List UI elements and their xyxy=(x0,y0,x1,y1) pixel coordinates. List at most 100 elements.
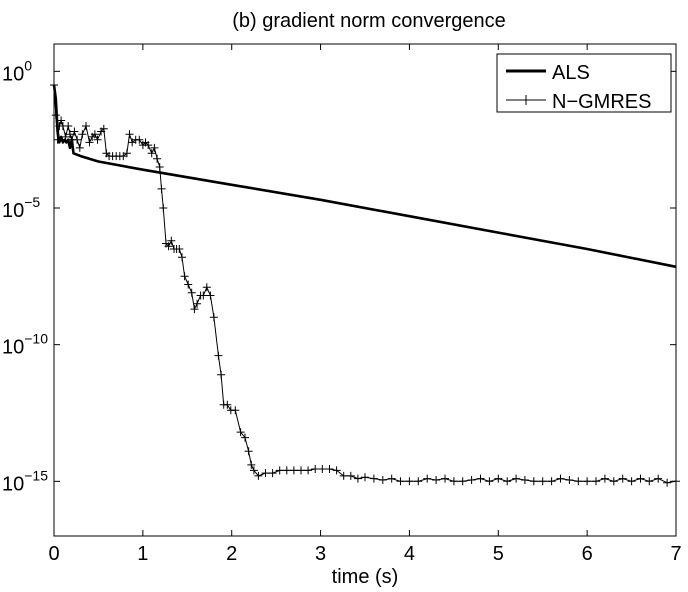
ngmres-plus-marker xyxy=(199,291,208,300)
ngmres-plus-marker xyxy=(254,471,263,480)
ngmres-plus-marker xyxy=(159,204,168,212)
ngmres-plus-marker xyxy=(663,478,672,487)
ngmres-plus-marker xyxy=(66,130,74,139)
ngmres-plus-marker xyxy=(538,477,547,486)
x-tick-label: 4 xyxy=(404,543,415,565)
ngmres-plus-marker xyxy=(50,81,58,89)
x-axis-ticks: 0 1 2 3 4 5 6 7 xyxy=(48,44,682,565)
legend-label-als: ALS xyxy=(552,62,590,84)
ngmres-plus-marker xyxy=(361,473,369,482)
ngmres-plus-marker xyxy=(125,130,134,139)
ngmres-plus-marker xyxy=(64,122,73,130)
ngmres-plus-marker xyxy=(206,291,215,300)
ngmres-plus-marker xyxy=(441,474,449,483)
ngmres-plus-marker xyxy=(261,469,270,478)
ngmres-plus-marker xyxy=(353,474,362,483)
ngmres-plus-marker xyxy=(217,370,226,379)
ngmres-plus-marker xyxy=(178,253,186,262)
ngmres-plus-marker xyxy=(282,466,291,475)
ngmres-plus-marker xyxy=(231,406,240,415)
ngmres-plus-marker xyxy=(190,305,199,314)
ngmres-plus-marker xyxy=(144,141,153,150)
x-tick-label: 6 xyxy=(582,543,593,565)
ngmres-plus-marker xyxy=(636,474,645,483)
plot-area xyxy=(53,43,677,537)
ngmres-plus-marker xyxy=(268,469,277,478)
ngmres-plus-marker xyxy=(332,466,341,475)
ngmres-plus-marker xyxy=(51,111,60,120)
ngmres-plus-marker xyxy=(627,477,636,486)
ngmres-plus-marker xyxy=(247,460,256,469)
x-tick-label: 1 xyxy=(137,543,148,565)
ngmres-plus-marker xyxy=(297,466,305,475)
ngmres-plus-marker xyxy=(476,474,485,483)
ngmres-plus-marker xyxy=(574,477,583,486)
ngmres-plus-marker xyxy=(193,299,202,308)
ngmres-plus-marker xyxy=(82,122,90,130)
ngmres-plus-marker xyxy=(147,149,156,158)
ngmres-plus-marker xyxy=(520,476,529,484)
y-axis-ticks: 100 10−5 10−10 10−15 xyxy=(2,57,676,495)
ngmres-plus-marker xyxy=(187,288,196,297)
ngmres-plus-marker xyxy=(90,130,99,139)
ngmres-plus-marker xyxy=(236,428,245,437)
ngmres-plus-marker xyxy=(485,477,494,486)
chart-title: (b) gradient norm convergence xyxy=(232,10,505,32)
ngmres-plus-marker xyxy=(180,272,189,281)
ngmres-plus-marker xyxy=(214,351,223,360)
ngmres-plus-marker xyxy=(467,476,476,484)
y-tick-label: 10−10 xyxy=(2,331,48,359)
ngmres-plus-marker xyxy=(672,477,680,486)
ngmres-plus-marker xyxy=(432,476,441,484)
ngmres-plus-marker xyxy=(565,476,574,484)
ngmres-plus-marker xyxy=(387,474,396,483)
ngmres-plus-marker xyxy=(78,130,87,139)
ngmres-plus-marker xyxy=(512,474,521,483)
ngmres-plus-marker xyxy=(150,143,159,152)
ngmres-plus-marker xyxy=(396,477,405,486)
ngmres-plus-marker xyxy=(405,477,414,486)
ngmres-plus-marker xyxy=(494,474,503,483)
ngmres-plus-marker xyxy=(339,471,348,480)
ngmres-plus-marker xyxy=(583,477,592,486)
x-tick-label: 7 xyxy=(670,543,681,565)
ngmres-plus-marker xyxy=(175,245,184,253)
ngmres-plus-marker xyxy=(122,149,131,158)
ngmres-plus-marker xyxy=(70,127,79,136)
y-tick-label: 10−15 xyxy=(2,467,48,495)
ngmres-plus-marker xyxy=(99,124,108,133)
ngmres-plus-marker xyxy=(61,132,70,141)
ngmres-plus-marker xyxy=(244,447,253,456)
legend-label-ngmres: N−GMRES xyxy=(552,91,651,113)
ngmres-plus-marker xyxy=(202,283,211,292)
ngmres-plus-marker xyxy=(346,471,355,480)
ngmres-plus-marker xyxy=(414,477,423,486)
ngmres-plus-marker xyxy=(654,474,663,483)
ngmres-plus-marker xyxy=(378,476,387,484)
y-tick-label: 10−5 xyxy=(2,194,40,222)
ngmres-plus-marker xyxy=(184,280,193,289)
ngmres-plus-marker xyxy=(503,477,512,486)
ngmres-plus-marker xyxy=(449,477,458,486)
y-tick-label: 100 xyxy=(2,57,32,85)
ngmres-plus-marker xyxy=(53,135,62,144)
ngmres-plus-marker xyxy=(85,138,94,147)
ngmres-plus-marker xyxy=(325,465,334,473)
ngmres-plus-marker xyxy=(157,184,166,193)
ngmres-plus-marker xyxy=(223,400,232,409)
ngmres-plus-marker xyxy=(529,477,538,486)
ngmres-plus-marker xyxy=(289,466,298,475)
ngmres-plus-marker xyxy=(249,466,258,475)
ngmres-plus-marker xyxy=(556,474,565,483)
ngmres-plus-marker xyxy=(618,474,627,483)
ngmres-plus-marker xyxy=(458,477,467,486)
x-tick-label: 3 xyxy=(315,543,326,565)
x-tick-label: 5 xyxy=(493,543,504,565)
ngmres-plus-marker xyxy=(592,477,600,486)
legend: ALS N−GMRES xyxy=(496,53,672,113)
ngmres-plus-marker xyxy=(57,116,66,125)
ngmres-plus-marker xyxy=(209,313,218,322)
ngmres-plus-marker xyxy=(311,465,320,473)
ngmres-plus-marker xyxy=(241,433,249,442)
